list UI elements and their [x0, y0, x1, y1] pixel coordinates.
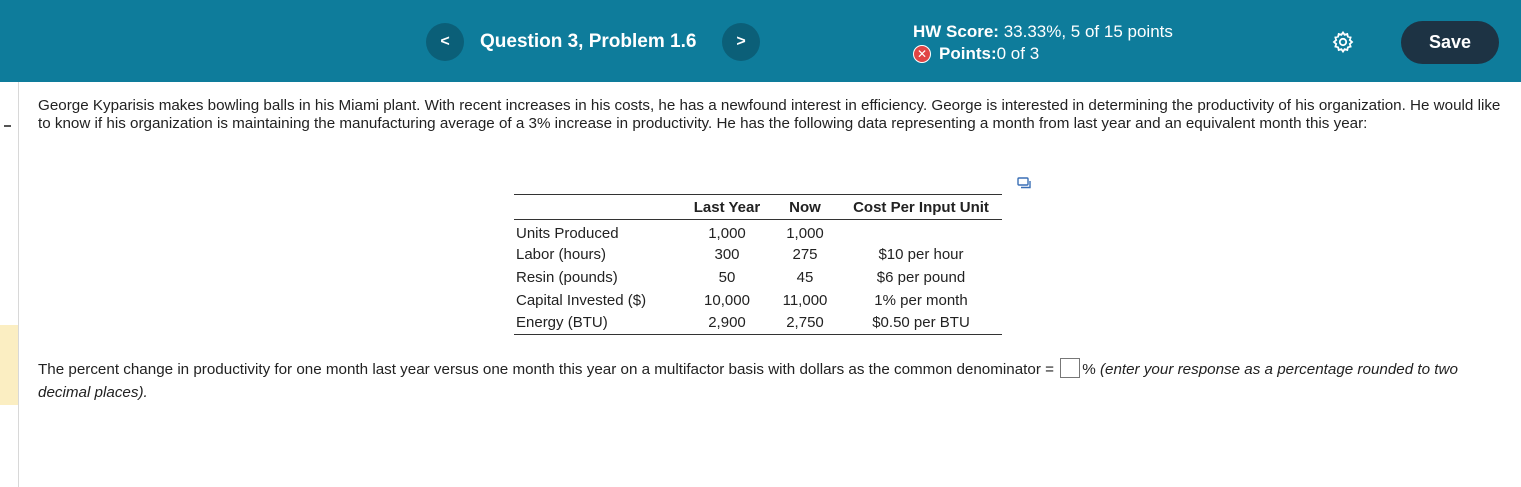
hw-score-label: HW Score:: [913, 22, 999, 41]
problem-statement: George Kyparisis makes bowling balls in …: [38, 97, 1501, 132]
points-status: ✕ Points: 0 of 3: [913, 44, 1039, 64]
table-row: Capital Invested ($) 10,000 11,000 1% pe…: [514, 289, 1002, 312]
now-value: 1,000: [786, 224, 824, 242]
points-label: Points:: [939, 44, 997, 63]
cost-value: [840, 220, 1002, 243]
now-value: 45: [796, 268, 814, 286]
table-header-now: Now: [770, 194, 840, 220]
answer-hint: (enter your response as a percentage rou…: [38, 361, 1458, 401]
table-row: Resin (pounds) 50 45 $6 per pound: [514, 266, 1002, 289]
question-title: Question 3, Problem 1.6: [480, 31, 697, 52]
gear-icon[interactable]: [1331, 30, 1355, 54]
row-label: Labor (hours): [516, 245, 607, 263]
last-year-value: 300: [714, 245, 740, 263]
table-header-blank: [514, 194, 684, 220]
now-value: 11,000: [782, 291, 828, 309]
chevron-right-icon: >: [736, 33, 746, 50]
answer-prompt-text: The percent change in productivity for o…: [38, 361, 1059, 378]
copy-table-icon[interactable]: [1017, 177, 1031, 189]
last-year-value: 50: [718, 268, 736, 286]
row-label: Energy (BTU): [514, 311, 684, 335]
hw-score: HW Score: 33.33%, 5 of 15 points: [913, 22, 1173, 42]
now-value: 275: [792, 245, 818, 263]
current-part-indicator: [0, 325, 18, 405]
cost-value: $0.50 per BTU: [840, 311, 1002, 335]
next-question-button[interactable]: >: [722, 23, 760, 61]
top-bar: < Question 3, Problem 1.6 > HW Score: 33…: [0, 0, 1521, 82]
table-row: Energy (BTU) 2,900 2,750 $0.50 per BTU: [514, 311, 1002, 335]
left-marker: [4, 125, 11, 127]
points-value: 0 of 3: [996, 44, 1040, 63]
table-row: Units Produced 1,000 1,000: [514, 220, 1002, 243]
hw-score-value: 33.33%, 5 of 15 points: [998, 22, 1173, 41]
answer-prompt: The percent change in productivity for o…: [38, 358, 1478, 404]
row-label: Units Produced: [516, 224, 619, 242]
chevron-left-icon: <: [440, 33, 450, 50]
table-header-last-year: Last Year: [684, 194, 770, 220]
cost-value: 1% per month: [874, 291, 968, 309]
last-year-value: 2,900: [684, 311, 770, 335]
row-label: Resin (pounds): [516, 268, 618, 286]
table-header-row: Last Year Now Cost Per Input Unit: [514, 194, 1002, 220]
cost-value: $6 per pound: [876, 268, 966, 286]
data-table: Last Year Now Cost Per Input Unit Units …: [514, 194, 1002, 335]
previous-question-button[interactable]: <: [426, 23, 464, 61]
table-row: Labor (hours) 300 275 $10 per hour: [514, 243, 1002, 266]
x-circle-icon: ✕: [913, 45, 931, 63]
last-year-value: 10,000: [704, 291, 750, 309]
row-label: Capital Invested ($): [516, 291, 647, 309]
percent-sign: %: [1082, 361, 1096, 378]
last-year-value: 1,000: [708, 224, 746, 242]
save-button[interactable]: Save: [1401, 21, 1499, 64]
answer-input[interactable]: [1060, 358, 1081, 378]
now-value: 2,750: [770, 311, 840, 335]
left-divider: [18, 82, 19, 487]
table-header-cost: Cost Per Input Unit: [840, 194, 1002, 220]
cost-value: $10 per hour: [878, 245, 964, 263]
